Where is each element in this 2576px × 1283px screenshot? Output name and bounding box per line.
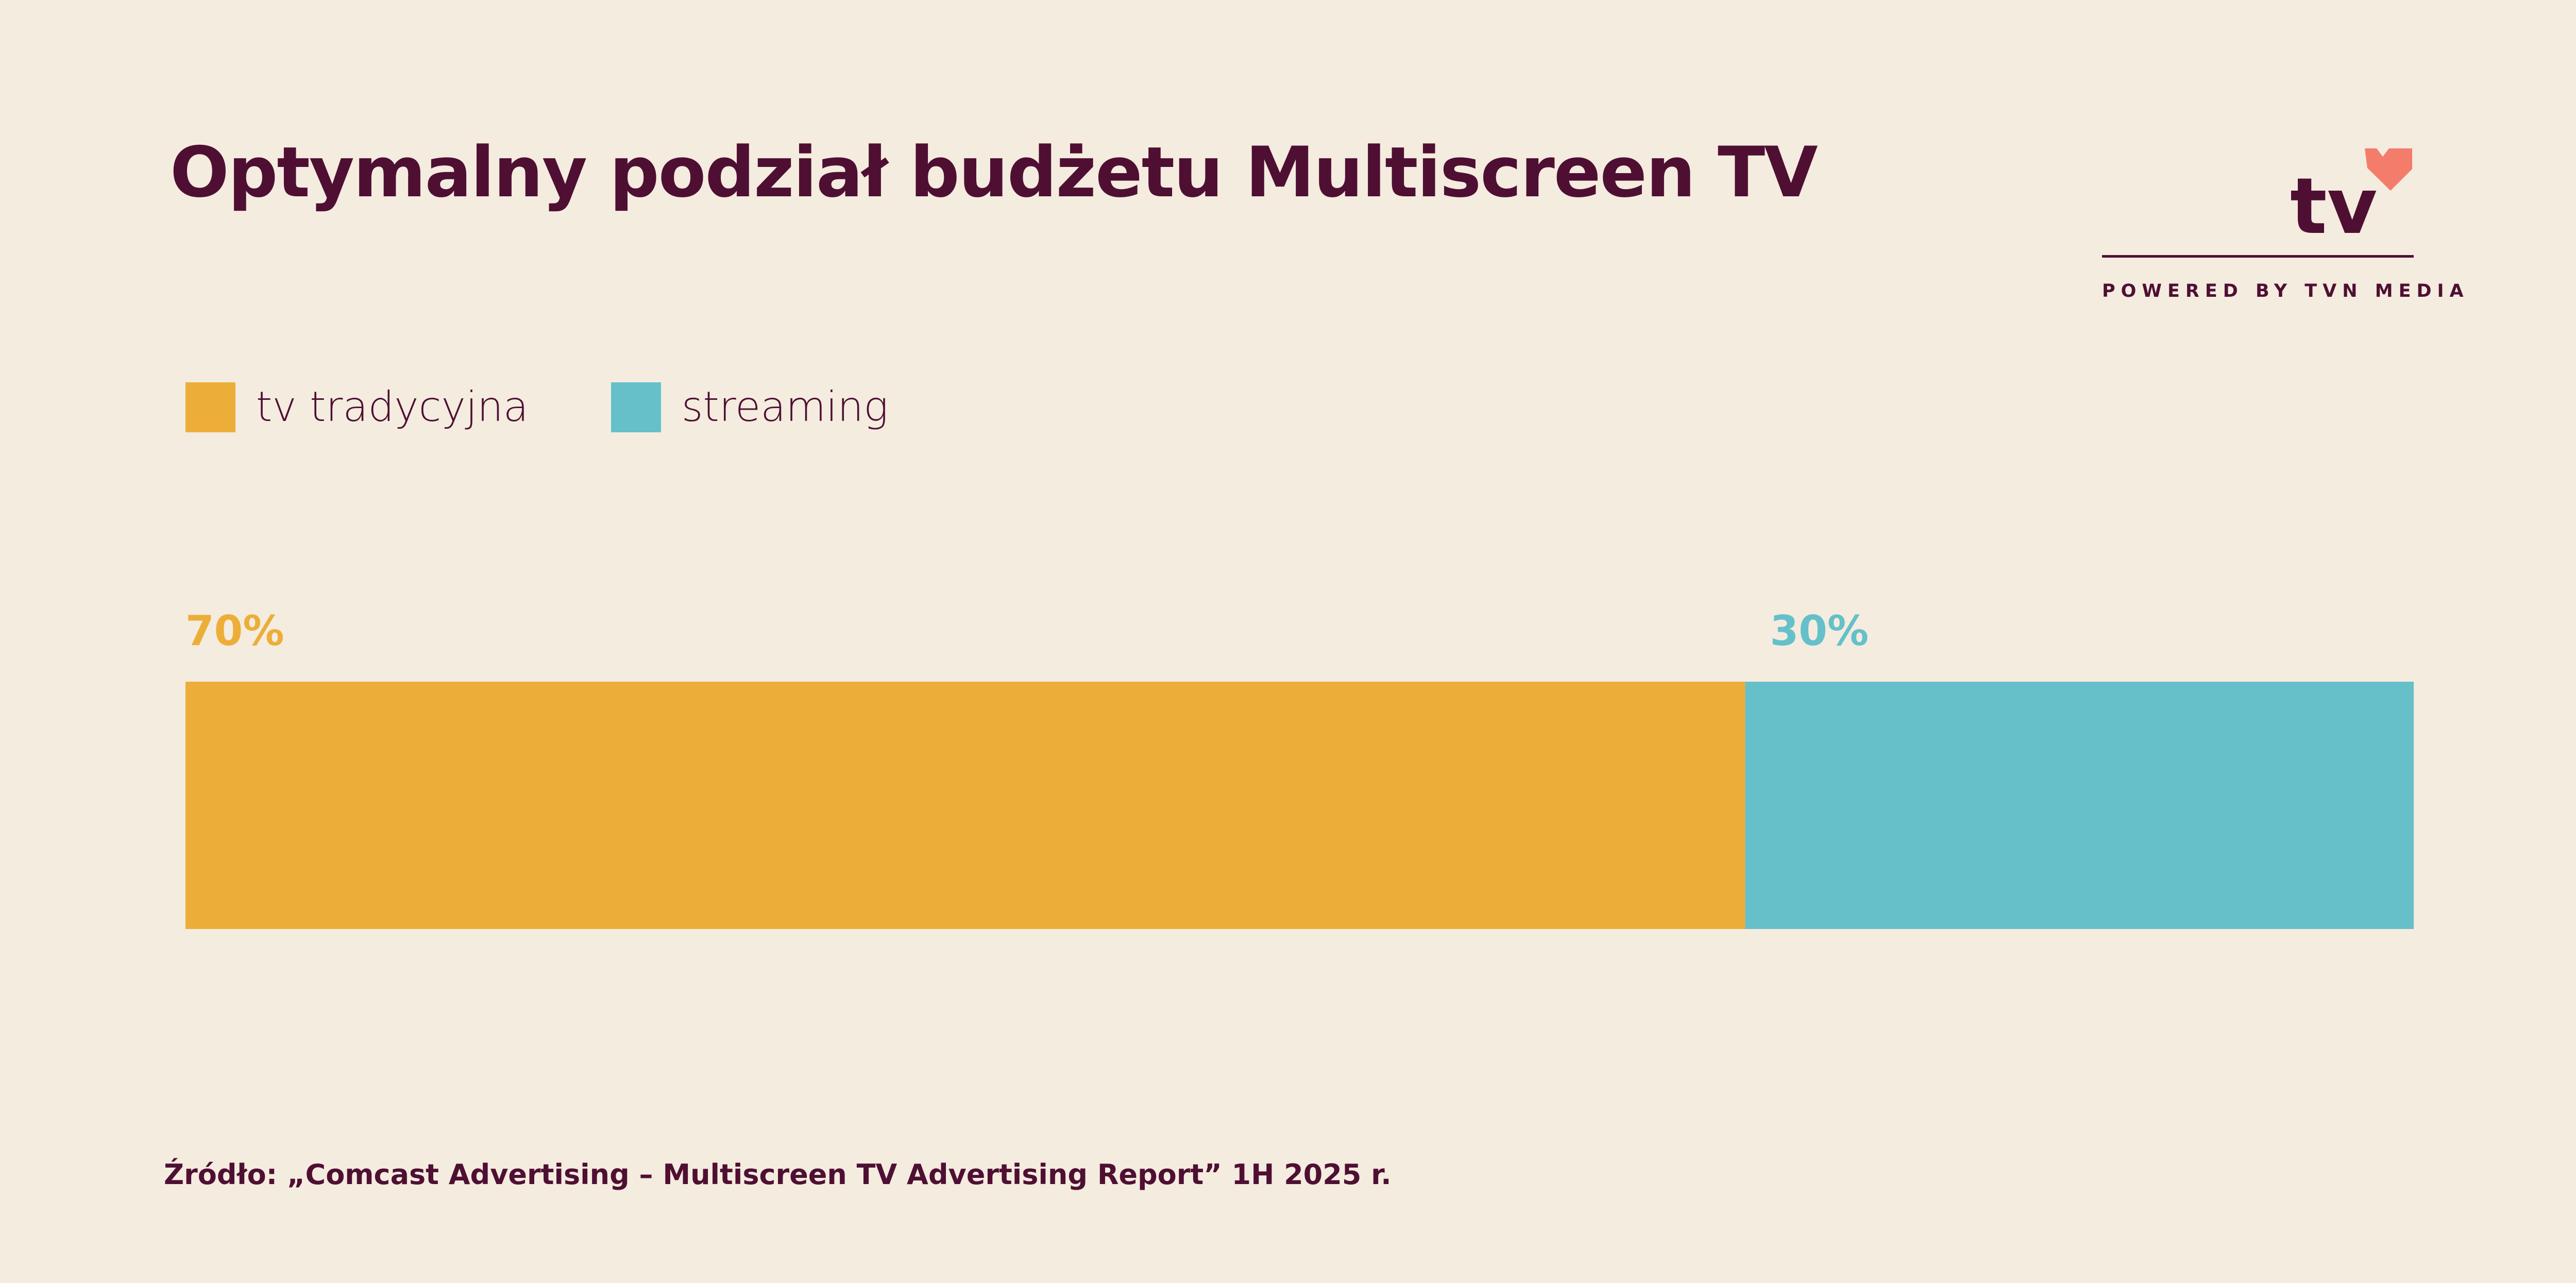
legend-swatch-streaming [611, 382, 661, 432]
chart-legend: tv tradycyjna streaming [185, 379, 971, 435]
source-note: Źródło: „Comcast Advertising – Multiscre… [164, 1158, 1392, 1191]
legend-label-streaming: streaming [681, 383, 889, 431]
logo-divider [2102, 255, 2414, 258]
data-label-streaming: 30% [1770, 607, 1869, 655]
heart-icon [2365, 148, 2412, 191]
chart-title: Optymalny podział budżetu Multiscreen TV [170, 132, 1818, 213]
brand-tagline: POWERED BY TVN MEDIA [2102, 281, 2469, 301]
bar-segment-streaming [1745, 682, 2414, 929]
legend-label-tv-tradycyjna: tv tradycyjna [256, 383, 529, 431]
brand-block: tv POWERED BY TVN MEDIA [2102, 139, 2469, 309]
data-label-tv-tradycyjna: 70% [185, 607, 284, 655]
legend-item-streaming: streaming [611, 381, 888, 433]
tv-logo: tv [2102, 148, 2414, 258]
logo-text: tv [2290, 162, 2377, 251]
legend-item-tv-tradycyjna: tv tradycyjna [185, 381, 529, 433]
legend-swatch-tv-tradycyjna [185, 382, 235, 432]
bar-segment-tv-tradycyjna [185, 682, 1745, 929]
